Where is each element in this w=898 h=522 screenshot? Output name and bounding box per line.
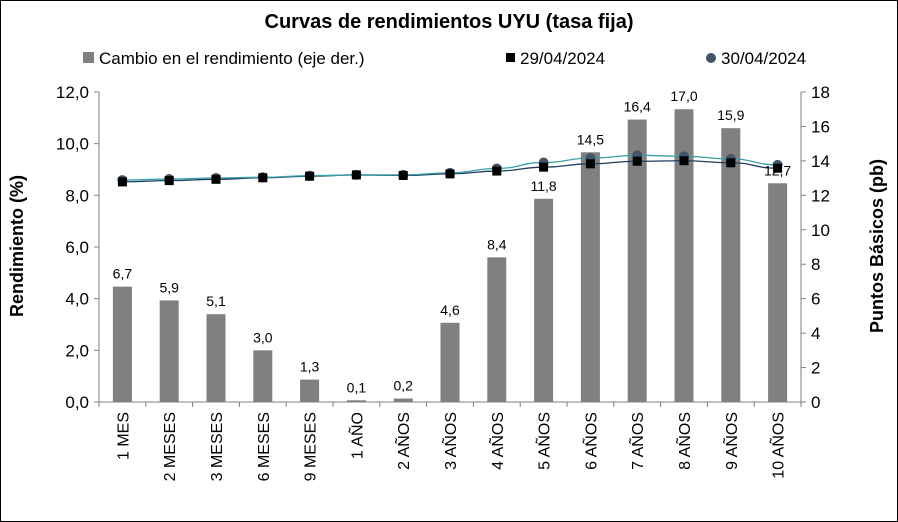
bar	[206, 314, 226, 402]
marker-2904	[398, 170, 408, 180]
y-tick-label-left: 12,0	[56, 83, 89, 102]
bar-value-label: 11,8	[530, 178, 556, 194]
bar	[253, 350, 273, 402]
bar-value-label: 1,3	[300, 359, 320, 375]
y-tick-label-right: 14	[811, 152, 830, 171]
legend-swatch-bar	[83, 52, 94, 63]
marker-2904	[726, 158, 736, 168]
bar-value-label: 16,4	[624, 99, 651, 115]
category-label: 10 AÑOS	[768, 412, 788, 479]
marker-2904	[539, 162, 549, 172]
bar-value-label: 17,0	[670, 88, 697, 104]
marker-2904	[351, 170, 361, 180]
legend-label-2904: 29/04/2024	[520, 49, 605, 68]
bar	[300, 379, 320, 402]
category-label: 1 AÑO	[346, 412, 366, 459]
category-label: 3 MESES	[209, 412, 226, 481]
bar	[534, 198, 554, 402]
y-tick-label-right: 2	[811, 359, 820, 378]
bar-value-label: 5,9	[159, 279, 179, 295]
bar-value-label: 3,0	[253, 329, 273, 345]
legend-swatch-3004	[706, 53, 716, 63]
y-tick-label-right: 4	[811, 324, 820, 343]
legend: Cambio en el rendimiento (eje der.) 29/0…	[83, 49, 806, 68]
y-tick-label-right: 6	[811, 290, 820, 309]
category-label: 5 AÑOS	[534, 412, 554, 470]
marker-2904	[117, 177, 127, 187]
bar	[768, 183, 788, 402]
y-tick-label-right: 12	[811, 186, 830, 205]
bar	[580, 152, 600, 402]
category-label: 6 AÑOS	[580, 412, 600, 470]
y-tick-label-left: 6,0	[65, 238, 89, 257]
y-tick-label-right: 0	[811, 393, 820, 412]
y-axis-title-right: Puntos Básicos (pb)	[867, 159, 887, 333]
marker-2904	[632, 156, 642, 166]
y-tick-label-left: 10,0	[56, 135, 89, 154]
bar-value-label: 0,2	[393, 378, 413, 394]
bar-value-label: 0,1	[347, 379, 367, 395]
bar-value-label: 6,7	[113, 266, 133, 282]
category-label: 9 AÑOS	[721, 412, 741, 470]
legend-label-3004: 30/04/2024	[721, 49, 806, 68]
legend-label-bar: Cambio en el rendimiento (eje der.)	[99, 49, 365, 68]
category-label: 9 MESES	[303, 412, 320, 481]
y-axis-title-left: Rendimiento (%)	[7, 175, 27, 317]
category-label: 4 AÑOS	[487, 412, 507, 470]
y-tick-label-right: 8	[811, 255, 820, 274]
chart-title: Curvas de rendimientos UYU (tasa fija)	[265, 11, 634, 33]
category-labels: 1 MES 2 MESES 3 MESES 6 MESES 9 MESES 1 AÑO 2 …	[115, 412, 787, 481]
bar-value-label: 12,7	[764, 162, 791, 178]
bars	[112, 109, 788, 403]
bar	[627, 119, 647, 403]
bar	[159, 300, 179, 402]
data-labels: 6,7 5,9 5,1 3,0 1,3 0,1 0,2 4,6 8,4 11,8 14,5 16,4 1…	[113, 88, 792, 395]
bar-value-label: 4,6	[440, 302, 460, 318]
bar	[674, 109, 694, 402]
bar	[440, 322, 460, 402]
marker-2904	[585, 159, 595, 169]
bar	[112, 286, 132, 402]
marker-2904	[258, 173, 268, 183]
y-tick-label-right: 16	[811, 117, 830, 136]
marker-2904	[445, 169, 455, 179]
bar-value-label: 14,5	[577, 131, 604, 147]
bar	[346, 400, 366, 402]
category-label: 2 MESES	[162, 412, 179, 481]
marker-2904	[305, 171, 315, 181]
y-tick-label-left: 2,0	[65, 341, 89, 360]
category-label: 8 AÑOS	[674, 412, 694, 470]
axes: 0,0 2,0 4,0 6,0 8,0 10,0 12,0 0 2 4 6 8 10 12 14 16 18	[56, 83, 830, 412]
y-tick-label-right: 18	[811, 83, 830, 102]
category-label: 6 MESES	[256, 412, 273, 481]
marker-2904	[164, 176, 174, 186]
bar	[393, 398, 413, 402]
category-label: 7 AÑOS	[627, 412, 647, 470]
bar	[487, 257, 507, 402]
y-tick-label-left: 4,0	[65, 290, 89, 309]
category-label: 2 AÑOS	[393, 412, 413, 470]
bar-value-label: 8,4	[487, 236, 507, 252]
marker-2904	[211, 174, 221, 184]
series-markers	[117, 150, 783, 187]
category-label: 3 AÑOS	[440, 412, 460, 470]
category-label: 1 MES	[115, 412, 132, 460]
marker-2904	[773, 163, 783, 173]
marker-2904	[679, 156, 689, 166]
bar-value-label: 15,9	[717, 107, 744, 123]
y-tick-label-left: 8,0	[65, 186, 89, 205]
bar	[721, 128, 741, 402]
bar-value-label: 5,1	[206, 293, 226, 309]
marker-2904	[492, 166, 502, 176]
y-tick-label-left: 0,0	[65, 393, 89, 412]
y-tick-label-right: 10	[811, 221, 830, 240]
legend-swatch-2904	[506, 53, 515, 62]
